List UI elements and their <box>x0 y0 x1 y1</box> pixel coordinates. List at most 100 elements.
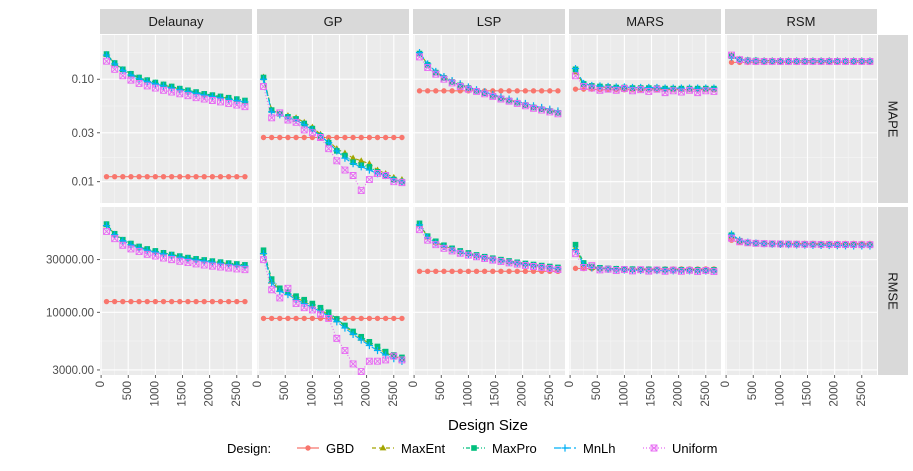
point-uniform <box>160 86 167 94</box>
point-uniform <box>752 58 760 65</box>
point-gbd <box>103 173 110 180</box>
point-gbd <box>120 298 126 305</box>
point-uniform <box>349 360 357 368</box>
point-uniform <box>349 172 357 179</box>
point-uniform <box>620 85 628 93</box>
point-uniform <box>374 170 381 178</box>
point-gbd <box>260 315 267 322</box>
x-tick-label: 2500 <box>231 381 243 407</box>
point-gbd <box>293 315 299 322</box>
point-uniform <box>842 58 849 65</box>
point-gbd <box>201 173 207 180</box>
point-mnlh <box>184 255 192 263</box>
point-gbd <box>277 315 283 322</box>
series-mnlh <box>727 230 874 250</box>
point-mnlh <box>284 290 292 299</box>
point-gbd <box>481 268 488 275</box>
point-uniform <box>833 241 841 249</box>
series-line-mnlh <box>262 79 403 183</box>
point-mnlh <box>111 231 119 239</box>
point-mnlh <box>661 84 669 92</box>
legend-key-marker <box>561 444 569 452</box>
point-gbd <box>234 173 240 180</box>
point-mnlh <box>596 82 604 90</box>
point-gbd <box>136 298 142 305</box>
legend-label: MnLh <box>583 441 616 456</box>
panel-bg <box>725 207 877 375</box>
point-gbd <box>277 134 283 141</box>
point-gbd <box>433 88 439 94</box>
point-uniform <box>793 240 801 248</box>
x-tick-label: 2000 <box>673 381 685 407</box>
x-tick-label: 2000 <box>829 381 841 407</box>
point-maxpro <box>317 304 324 311</box>
point-uniform <box>448 79 456 87</box>
x-tick-label: 500 <box>747 381 759 400</box>
point-gbd <box>177 298 183 305</box>
point-uniform <box>694 89 702 97</box>
strip-bg <box>100 9 252 34</box>
point-mnlh <box>432 239 440 247</box>
point-mnlh <box>415 221 424 229</box>
point-gbd <box>424 88 431 94</box>
point-gbd <box>225 298 232 305</box>
point-gbd <box>144 298 150 305</box>
point-uniform <box>489 92 497 100</box>
point-uniform <box>572 250 579 258</box>
point-uniform <box>825 58 833 65</box>
point-uniform <box>168 88 176 96</box>
point-mnlh <box>472 86 481 94</box>
panel-rmse-rsm <box>725 207 877 375</box>
x-tick-label: 0 <box>408 381 420 387</box>
point-uniform <box>481 90 489 98</box>
point-uniform <box>710 268 718 275</box>
point-uniform <box>333 157 341 165</box>
point-gbd <box>342 315 348 322</box>
point-gbd <box>234 298 240 305</box>
point-mnlh <box>168 252 176 260</box>
point-gbd <box>366 315 373 322</box>
point-gbd <box>572 265 579 272</box>
strip-label: RSM <box>787 14 816 29</box>
point-mnlh <box>119 237 127 245</box>
point-uniform <box>473 253 480 261</box>
x-axis-gp: 0 500 1000 1500 2000 2500 <box>252 375 400 407</box>
point-uniform <box>744 57 752 65</box>
strip-label: MAPE <box>886 101 901 138</box>
point-uniform <box>143 250 151 258</box>
series-gbd <box>260 134 405 141</box>
point-mnlh <box>365 166 373 174</box>
point-gbd <box>177 173 183 180</box>
point-uniform <box>588 262 596 270</box>
point-uniform <box>612 86 620 94</box>
panel-bg <box>413 207 565 375</box>
series-uniform <box>572 72 718 97</box>
point-maxpro <box>374 343 381 350</box>
x-axis-mars: 0 500 1000 1500 2000 2500 <box>564 375 712 407</box>
point-uniform <box>284 284 292 292</box>
point-gbd <box>301 315 307 322</box>
point-maxpro <box>572 241 579 248</box>
point-gbd <box>399 315 405 322</box>
point-gbd <box>522 268 529 275</box>
point-uniform <box>357 368 365 376</box>
point-uniform <box>505 259 513 267</box>
point-mnlh <box>259 75 268 83</box>
panel-bg <box>413 35 565 203</box>
point-mnlh <box>276 287 284 295</box>
point-uniform <box>276 109 284 117</box>
point-uniform <box>473 87 480 95</box>
legend-key-marker <box>471 445 477 451</box>
point-uniform <box>785 58 792 65</box>
point-gbd <box>374 134 381 141</box>
point-uniform <box>440 244 448 252</box>
legend-label: MaxEnt <box>401 441 445 456</box>
point-uniform <box>768 240 776 248</box>
point-gbd <box>490 88 496 94</box>
strips-layer: Delaunay GP LSP MARS RSM MAPE RMSE <box>100 9 908 375</box>
x-tick-label: 0 <box>252 381 264 387</box>
point-uniform <box>225 264 233 272</box>
series-line-gbd <box>575 88 714 91</box>
point-maxpro <box>301 296 308 303</box>
